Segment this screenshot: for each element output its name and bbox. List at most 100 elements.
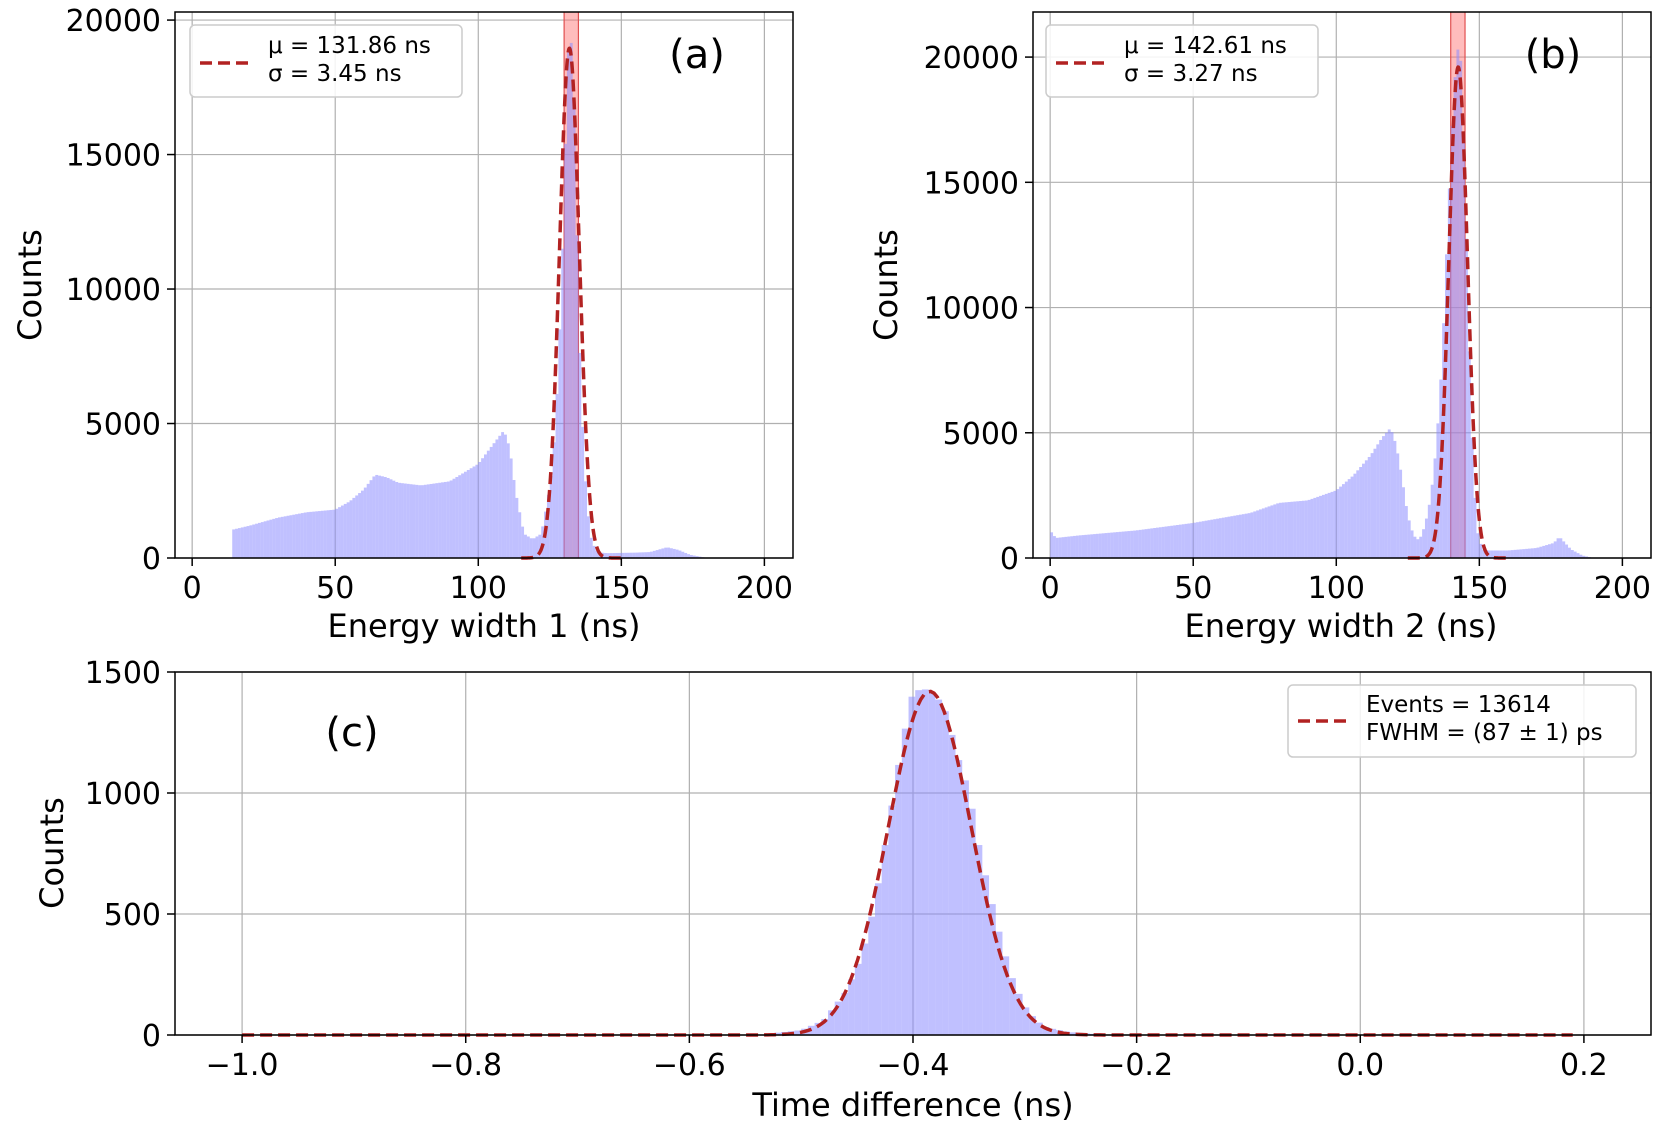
x-tick-label: 150 [1451, 571, 1508, 606]
histogram-bar [672, 548, 676, 558]
x-tick-label: −0.4 [877, 1048, 950, 1083]
histogram-bar [484, 454, 487, 558]
histogram-bar [629, 552, 633, 558]
histogram-bar [1373, 448, 1377, 558]
histogram-bar [1022, 1007, 1030, 1035]
histogram-bar [1384, 432, 1388, 558]
histogram-bar [423, 484, 427, 558]
histogram-bar [569, 42, 573, 559]
histogram-bar [366, 483, 370, 558]
histogram-bar [555, 393, 559, 558]
histogram-bar [1467, 351, 1471, 558]
histogram-bar [1213, 519, 1217, 558]
histogram-bar [581, 426, 585, 558]
histogram-bar [303, 512, 307, 558]
histogram-bar [928, 692, 936, 1035]
histogram-bar [1121, 531, 1125, 558]
histogram-bars-a [232, 42, 708, 559]
histogram-bar [854, 963, 862, 1035]
histogram-bar [794, 1030, 802, 1035]
histogram-bar [592, 545, 596, 558]
y-ticks-b: 0 5000 10000 15000 20000 [924, 41, 1033, 577]
histogram-bar [1316, 496, 1320, 558]
histogram-bar [888, 805, 896, 1035]
histogram-bar [289, 515, 293, 558]
x-axis-label-b: Energy width 2 (ns) [1184, 607, 1497, 645]
histogram-bar [868, 916, 875, 1035]
histogram-bar [1244, 513, 1248, 558]
histogram-bar [624, 552, 628, 558]
histogram-bar [498, 435, 502, 558]
histogram-bar [1539, 546, 1543, 558]
histogram-bar [452, 478, 456, 558]
histogram-bar [392, 480, 396, 558]
histogram-bar [1299, 501, 1302, 558]
x-tick-label: 0.2 [1560, 1048, 1608, 1083]
histogram-bar [1364, 460, 1368, 558]
histogram-bar [338, 507, 341, 558]
y-tick-label: 0 [142, 1019, 161, 1054]
histogram-bar [512, 480, 516, 558]
histogram-bar [486, 450, 490, 558]
histogram-bar [409, 484, 413, 558]
histogram-bar [874, 883, 882, 1035]
histogram-bar [1336, 489, 1340, 558]
histogram-bar [1559, 538, 1563, 558]
histogram-bar [621, 552, 625, 558]
histogram-bar [1579, 554, 1583, 558]
histogram-bar [687, 554, 690, 558]
histogram-bar [1110, 532, 1114, 558]
histogram-bar [1293, 501, 1297, 558]
histogram-bar [329, 509, 333, 558]
histogram-bar [1267, 506, 1271, 558]
histogram-bar [395, 482, 399, 558]
histogram-bar [501, 432, 505, 558]
histogram-bar [664, 547, 668, 558]
histogram-bar [615, 552, 619, 558]
histogram-bar [1430, 484, 1434, 558]
histogram-bar [1527, 548, 1531, 558]
histogram-bar [1156, 527, 1159, 558]
histogram-bar [1187, 523, 1191, 558]
histogram-bar [695, 556, 699, 558]
histogram-bar [1422, 529, 1425, 558]
histogram-bar [1067, 536, 1071, 558]
histogram-bar [1002, 956, 1010, 1035]
x-tick-label: 200 [736, 571, 793, 606]
histogram-bar [1147, 528, 1151, 558]
histogram-bar [343, 503, 347, 558]
histogram-bar [249, 525, 253, 558]
histogram-bar [1416, 539, 1420, 558]
histogram-bar [1227, 516, 1231, 558]
panel-label-b: (b) [1525, 32, 1582, 78]
histogram-bar [1167, 526, 1171, 558]
histogram-bar [1287, 502, 1291, 558]
y-tick-label: 0 [1000, 542, 1019, 577]
histogram-bar [421, 485, 424, 558]
histogram-bar [1530, 548, 1534, 558]
histogram-bar [295, 514, 299, 558]
histogram-bar [286, 515, 290, 558]
histogram-bar [524, 534, 527, 558]
histogram-bar [492, 443, 496, 558]
histogram-bar [426, 484, 430, 558]
histogram-bar [647, 552, 650, 558]
histogram-bar [1204, 520, 1208, 558]
histogram-bar [1330, 491, 1334, 558]
histogram-bar [1476, 533, 1480, 558]
histogram-bar [1104, 533, 1108, 558]
histogram-bar [1207, 520, 1211, 558]
histogram-bar [1233, 515, 1237, 558]
histogram-bar [975, 845, 983, 1035]
histogram-bar [463, 471, 467, 558]
histogram-bar [1424, 518, 1428, 558]
histogram-bar [549, 475, 553, 558]
histogram-bar [389, 479, 393, 558]
histogram-bar [269, 519, 273, 558]
histogram-bar [1250, 512, 1254, 558]
histogram-bar [263, 521, 267, 558]
histogram-bar [1081, 535, 1085, 558]
histogram-bar [1161, 526, 1165, 558]
histogram-bar [1445, 254, 1448, 559]
histogram-bar [1069, 1032, 1077, 1035]
